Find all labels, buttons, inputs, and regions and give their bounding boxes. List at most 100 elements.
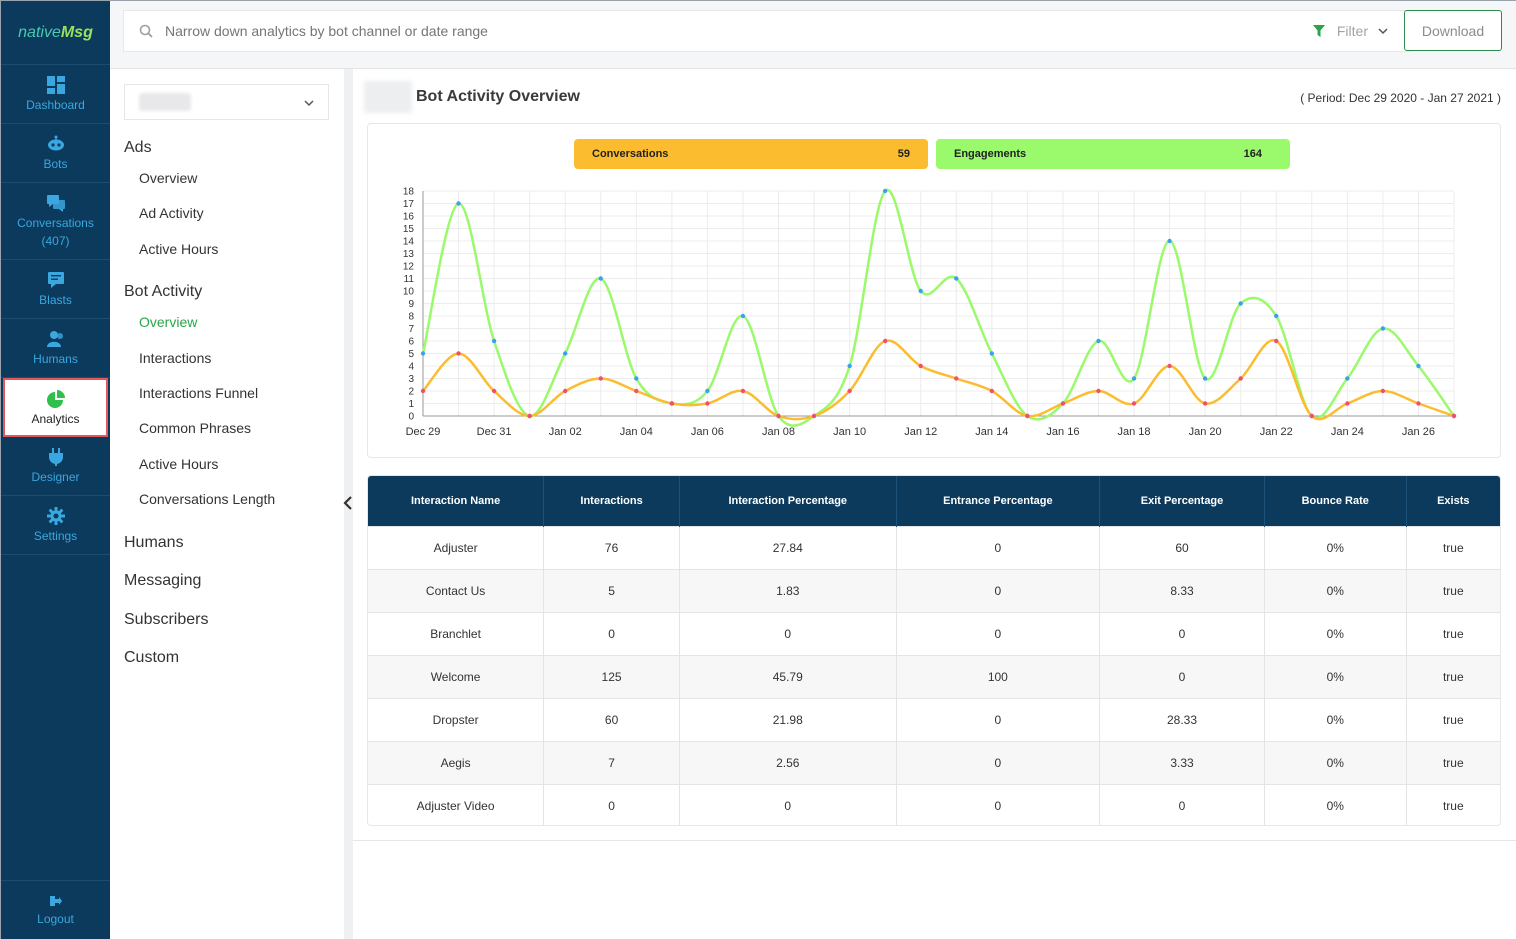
top-bar: Filter Download <box>110 1 1516 69</box>
engagements-stat[interactable]: Engagements 164 <box>936 139 1290 169</box>
logout-button[interactable]: Logout <box>1 880 110 939</box>
table-row[interactable]: Welcome 125 45.79 100 0 0% true <box>368 654 1500 698</box>
table-row[interactable]: Adjuster Video 0 0 0 0 0% true <box>368 783 1500 825</box>
data-point-conversations[interactable] <box>669 401 675 406</box>
download-button[interactable]: Download <box>1404 10 1502 51</box>
submenu-item-common-phrases[interactable]: Common Phrases <box>139 420 252 436</box>
logo[interactable]: native Msg <box>1 1 110 65</box>
submenu-item-conversations-length[interactable]: Conversations Length <box>139 491 276 507</box>
column-header[interactable]: Interactions <box>543 476 680 526</box>
data-point-conversations[interactable] <box>420 388 426 394</box>
table-row[interactable]: Branchlet 0 0 0 0 0% true <box>368 611 1500 655</box>
data-point-engagements[interactable] <box>1131 376 1137 381</box>
data-point-conversations[interactable] <box>563 388 568 394</box>
submenu-item-ad-activity[interactable]: Ad Activity <box>139 205 204 221</box>
data-point-conversations[interactable] <box>634 388 639 394</box>
data-point-engagements[interactable] <box>989 351 995 356</box>
column-header[interactable]: Interaction Percentage <box>679 476 897 526</box>
data-point-conversations[interactable] <box>847 388 852 394</box>
submenu-section-messaging[interactable]: Messaging <box>124 572 202 589</box>
submenu-item-interactions[interactable]: Interactions <box>139 350 212 366</box>
data-point-engagements[interactable] <box>1380 326 1386 331</box>
submenu-section-bot-activity[interactable]: Bot Activity <box>124 283 203 300</box>
data-point-conversations[interactable] <box>1309 413 1314 419</box>
data-point-engagements[interactable] <box>563 351 568 356</box>
collapse-panel-button[interactable] <box>340 493 356 513</box>
table-row[interactable]: Contact Us 5 1.83 0 8.33 0% true <box>368 568 1500 612</box>
data-point-engagements[interactable] <box>1416 363 1421 369</box>
data-point-conversations[interactable] <box>1060 401 1066 406</box>
data-point-conversations[interactable] <box>527 413 532 419</box>
submenu-section-subscribers[interactable]: Subscribers <box>124 611 209 628</box>
data-point-engagements[interactable] <box>847 363 852 369</box>
data-point-conversations[interactable] <box>1451 413 1457 419</box>
table-row[interactable]: Adjuster 76 27.84 0 60 0% true <box>368 525 1500 569</box>
nav-item-dashboard[interactable]: Dashboard <box>1 65 110 124</box>
data-point-engagements[interactable] <box>1167 238 1172 244</box>
filter-dropdown[interactable]: Filter <box>1298 11 1400 51</box>
data-point-conversations[interactable] <box>1025 413 1030 419</box>
column-header[interactable]: Entrance Percentage <box>896 476 1101 526</box>
submenu-item-ads-active-hours[interactable]: Active Hours <box>139 241 219 257</box>
submenu-section-custom[interactable]: Custom <box>124 649 180 666</box>
nav-item-bots[interactable]: Bots <box>1 124 110 183</box>
data-point-engagements[interactable] <box>1345 376 1350 381</box>
nav-item-humans[interactable]: Humans <box>1 319 110 378</box>
data-point-conversations[interactable] <box>1202 401 1208 406</box>
data-point-engagements[interactable] <box>740 313 746 319</box>
bot-select-dropdown[interactable] <box>124 84 329 120</box>
data-point-engagements[interactable] <box>1096 338 1101 344</box>
table-row[interactable]: Dropster 60 21.98 0 28.33 0% true <box>368 697 1500 741</box>
submenu-item-interactions-funnel[interactable]: Interactions Funnel <box>139 385 259 401</box>
data-point-conversations[interactable] <box>1416 401 1421 406</box>
data-point-conversations[interactable] <box>1131 401 1137 406</box>
data-point-engagements[interactable] <box>491 338 497 344</box>
submenu-section-ads[interactable]: Ads <box>124 139 152 156</box>
data-point-conversations[interactable] <box>740 388 746 394</box>
data-point-conversations[interactable] <box>1380 388 1386 394</box>
data-point-engagements[interactable] <box>634 376 639 381</box>
submenu-item-bot-overview[interactable]: Overview <box>139 314 198 330</box>
data-point-conversations[interactable] <box>705 401 710 406</box>
data-point-engagements[interactable] <box>1238 301 1243 306</box>
data-point-conversations[interactable] <box>811 413 817 419</box>
data-point-conversations[interactable] <box>456 351 461 356</box>
submenu-item-ads-overview[interactable]: Overview <box>139 170 198 186</box>
table-row[interactable]: Aegis 7 2.56 0 3.33 0% true <box>368 740 1500 784</box>
data-point-engagements[interactable] <box>420 351 426 356</box>
data-point-conversations[interactable] <box>491 388 497 394</box>
conversations-stat[interactable]: Conversations 59 <box>574 139 928 169</box>
data-point-engagements[interactable] <box>918 288 923 294</box>
data-point-engagements[interactable] <box>882 188 888 194</box>
data-point-conversations[interactable] <box>776 413 781 419</box>
submenu-section-humans[interactable]: Humans <box>124 534 184 551</box>
column-header[interactable]: Bounce Rate <box>1264 476 1407 526</box>
data-point-conversations[interactable] <box>1274 338 1279 344</box>
data-point-conversations[interactable] <box>918 363 923 369</box>
column-header[interactable]: Interaction Name <box>368 476 545 526</box>
data-point-conversations[interactable] <box>954 376 959 381</box>
nav-item-analytics[interactable]: Analytics <box>3 378 108 437</box>
submenu-item-bot-active-hours[interactable]: Active Hours <box>139 456 219 472</box>
data-point-engagements[interactable] <box>1202 376 1208 381</box>
nav-item-designer[interactable]: Designer <box>1 437 110 496</box>
search-input[interactable] <box>165 23 1245 39</box>
data-point-conversations[interactable] <box>1345 401 1350 406</box>
data-point-engagements[interactable] <box>705 388 710 394</box>
search-bar[interactable]: Filter <box>123 10 1411 52</box>
data-point-conversations[interactable] <box>989 388 995 394</box>
data-point-conversations[interactable] <box>1167 363 1172 369</box>
data-point-engagements[interactable] <box>954 276 959 281</box>
data-point-conversations[interactable] <box>598 376 603 381</box>
column-header[interactable]: Exit Percentage <box>1099 476 1265 526</box>
data-point-conversations[interactable] <box>1238 376 1243 381</box>
nav-item-blasts[interactable]: Blasts <box>1 260 110 319</box>
nav-item-conversations[interactable]: Conversations (407) <box>1 183 110 260</box>
data-point-engagements[interactable] <box>598 276 603 281</box>
data-point-engagements[interactable] <box>1274 313 1279 319</box>
data-point-conversations[interactable] <box>882 338 888 344</box>
column-header[interactable]: Exists <box>1437 494 1470 507</box>
data-point-engagements[interactable] <box>456 201 461 206</box>
data-point-conversations[interactable] <box>1096 388 1101 394</box>
nav-item-settings[interactable]: Settings <box>1 496 110 555</box>
